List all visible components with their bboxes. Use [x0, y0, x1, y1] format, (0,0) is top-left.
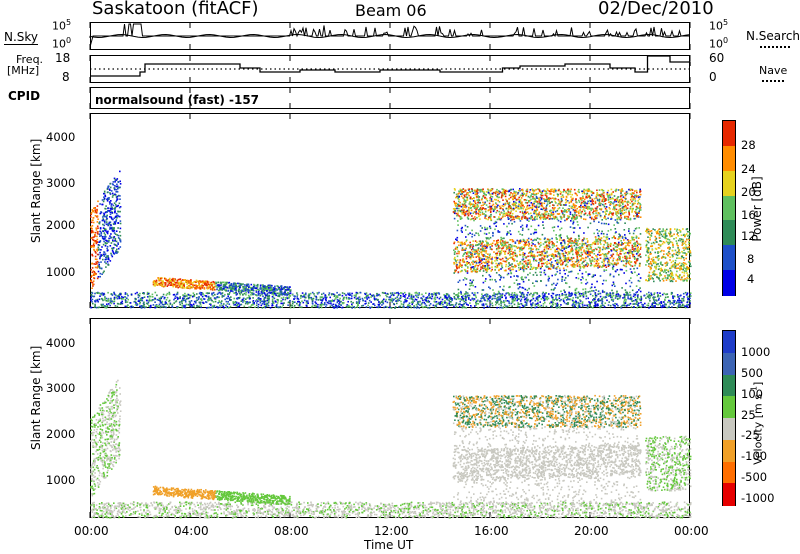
- beam-title: Beam 06: [355, 1, 427, 20]
- xtick-0400: 04:00: [174, 524, 209, 538]
- x-axis-label: Time UT: [364, 538, 414, 552]
- radar-echo-cloud: [90, 379, 692, 519]
- nsky-series: [89, 23, 690, 48]
- date-title: 02/Dec/2010: [598, 0, 714, 19]
- nsky-label: N.Sky: [4, 30, 39, 45]
- velocity-cbar-tick-m500: -500: [741, 470, 768, 484]
- xtick-0000: 00:00: [74, 524, 109, 538]
- colorbar-segment: [723, 220, 735, 246]
- power-cbar-tick-24: 24: [741, 162, 756, 176]
- station-title: Saskatoon (fitACF): [92, 0, 259, 19]
- colorbar-segment: [723, 195, 735, 221]
- cpid-label: CPID: [8, 89, 41, 103]
- xtick-1600: 16:00: [474, 524, 509, 538]
- power-cbar-tick-16: 16: [741, 208, 756, 222]
- power-cbar-tick-8: 8: [747, 252, 755, 266]
- freq-label-2: [MHz]: [7, 64, 40, 77]
- velocity-cbar-tick-100: 100: [741, 387, 763, 401]
- velocity-cbar-tick-m100: -100: [741, 449, 768, 463]
- power-ytick-2000: 2000: [46, 218, 76, 232]
- colorbar-segment: [723, 418, 735, 441]
- velocity-cbar-tick-m25: -25: [741, 428, 760, 442]
- velocity-cbar-tick-m1000: -1000: [741, 491, 775, 505]
- nsearch-ytick-bottom: 100: [709, 36, 729, 51]
- power-cbar-tick-20: 20: [741, 185, 756, 199]
- freq-label-1: Freq.: [16, 53, 44, 66]
- velocity-cbar-tick-500: 500: [741, 366, 763, 380]
- xtick-0000-end: 00:00: [674, 524, 709, 538]
- power-cbar-tick-12: 12: [741, 229, 756, 243]
- xtick-0800: 08:00: [274, 524, 309, 538]
- colorbar-segment: [723, 461, 735, 484]
- cpid-text: normalsound (fast) -157: [95, 93, 260, 107]
- nsearch-ytick-top: 105: [709, 18, 729, 33]
- nave-label: Nave: [759, 64, 788, 77]
- power-ytick-4000: 4000: [46, 130, 76, 144]
- nave-tick-60: 60: [709, 51, 725, 65]
- colorbar-segment: [723, 396, 735, 419]
- velocity-ytick-2000: 2000: [46, 427, 76, 441]
- radar-echo-cloud: [90, 170, 692, 309]
- velocity-cbar-tick-1000: 1000: [741, 345, 771, 359]
- colorbar-segment: [723, 483, 735, 506]
- velocity-ytick-3000: 3000: [46, 381, 76, 395]
- freq-series: [90, 55, 691, 77]
- power-ytick-3000: 3000: [46, 176, 76, 190]
- freq-tick-8: 8: [62, 70, 70, 84]
- colorbar-segment: [723, 170, 735, 197]
- colorbar-segment: [723, 121, 735, 147]
- power-colorbar: [722, 120, 736, 296]
- velocity-ytick-1000: 1000: [46, 473, 76, 487]
- velocity-cbar-tick-25: 25: [741, 408, 756, 422]
- velocity-colorbar: [722, 330, 736, 506]
- colorbar-segment: [723, 245, 735, 271]
- nsky-ytick-bottom: 100: [52, 36, 72, 51]
- xtick-1200: 12:00: [374, 524, 409, 538]
- colorbar-segment: [723, 374, 735, 397]
- freq-tick-18: 18: [55, 51, 71, 65]
- power-cbar-tick-4: 4: [747, 272, 755, 286]
- nave-legend-line: [762, 80, 784, 82]
- colorbar-segment: [723, 145, 735, 172]
- colorbar-segment: [723, 439, 735, 463]
- nsky-ytick-top: 105: [52, 18, 72, 33]
- colorbar-segment: [723, 331, 735, 354]
- power-ytick-1000: 1000: [46, 265, 76, 279]
- nsearch-label: N.Search: [746, 29, 800, 43]
- nsearch-series: [89, 33, 691, 39]
- power-cbar-tick-28: 28: [741, 138, 756, 152]
- colorbar-segment: [723, 352, 735, 376]
- xtick-2000: 20:00: [574, 524, 609, 538]
- velocity-ytick-4000: 4000: [46, 336, 76, 350]
- colorbar-segment: [723, 270, 735, 296]
- nave-tick-0: 0: [709, 70, 717, 84]
- nsearch-legend-line: [760, 46, 790, 48]
